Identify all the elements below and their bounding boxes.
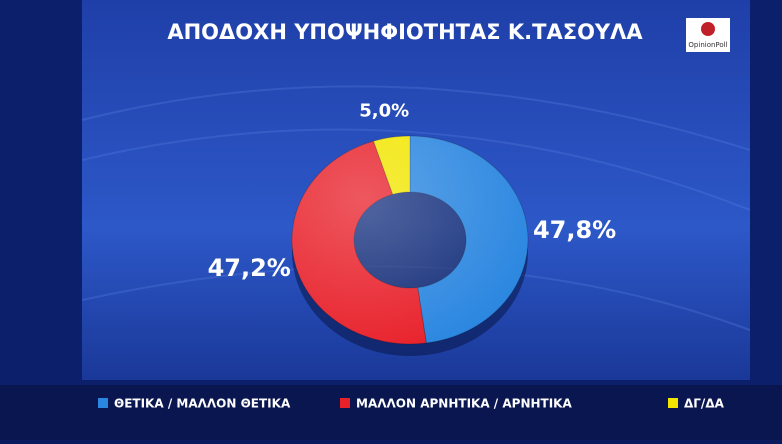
data-label: 47,2%: [208, 254, 291, 282]
legend-label: ΘΕΤΙΚΑ / ΜΑΛΛΟΝ ΘΕΤΙΚΑ: [114, 397, 291, 411]
logo-text: OpinionPoll: [688, 41, 727, 49]
data-label: 47,8%: [533, 216, 616, 244]
legend-label: ΜΑΛΛΟΝ ΑΡΝΗΤΙΚΑ / ΑΡΝΗΤΙΚΑ: [356, 397, 572, 411]
legend-swatch: [340, 398, 350, 408]
legend-label: ΔΓ/ΔΑ: [684, 397, 725, 411]
legend-swatch: [98, 398, 108, 408]
logo-icon: [701, 22, 715, 36]
chart-title: ΑΠΟΔΟΧΗ ΥΠΟΨΗΦΙΟΤΗΤΑΣ Κ.ΤΑΣΟΥΛΑ: [167, 20, 643, 44]
legend-swatch: [668, 398, 678, 408]
data-label: 5,0%: [359, 101, 409, 122]
legend-band: [0, 385, 782, 440]
